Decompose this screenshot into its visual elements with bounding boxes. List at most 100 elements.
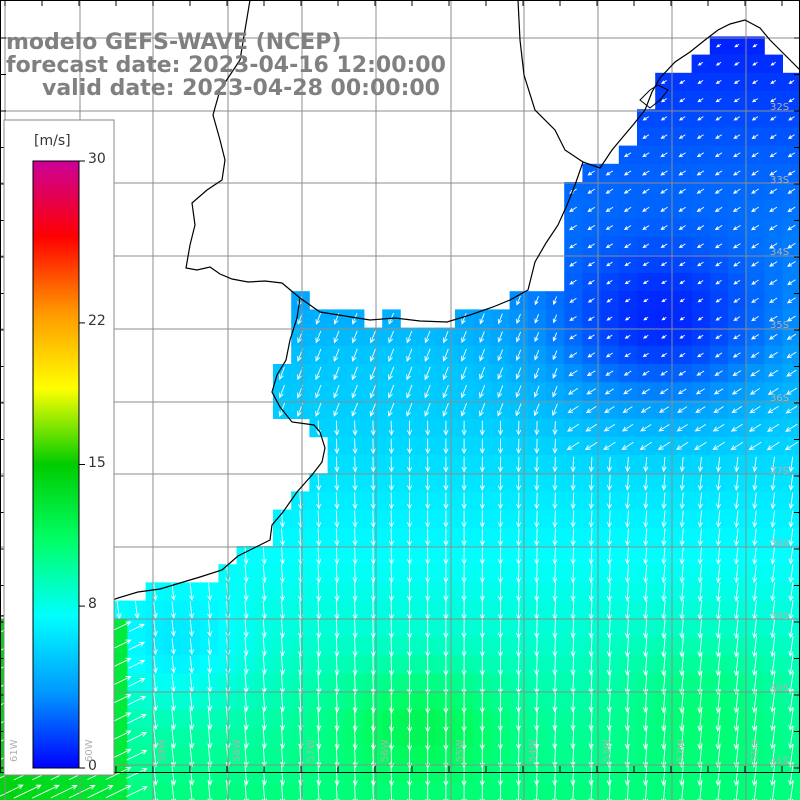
wind-arrow	[171, 726, 177, 749]
wind-arrow	[766, 441, 780, 451]
wind-arrow	[785, 405, 798, 414]
wind-arrow	[732, 206, 741, 212]
wind-arrow	[660, 116, 668, 121]
wind-arrow	[588, 546, 594, 565]
wind-arrow	[406, 348, 413, 362]
wind-arrow	[369, 348, 376, 362]
coastline	[0, 0, 800, 617]
wind-arrow	[588, 725, 594, 750]
wind-arrow	[316, 474, 322, 492]
wind-arrow	[605, 225, 614, 231]
wind-arrow	[733, 298, 741, 303]
wind-arrow	[587, 225, 596, 231]
wind-arrow	[788, 618, 794, 639]
wind-arrow	[388, 564, 395, 584]
wind-arrow	[606, 456, 613, 473]
wind-arrow	[207, 655, 213, 674]
wind-arrow	[696, 370, 705, 376]
wind-arrow	[443, 438, 449, 455]
latitude-label: 33S	[770, 175, 790, 186]
wind-arrow	[751, 689, 758, 714]
wind-arrow	[406, 528, 413, 547]
wind-arrow	[751, 261, 759, 267]
wind-arrow	[734, 456, 740, 473]
wind-arrow	[750, 352, 760, 358]
wind-arrow	[697, 564, 703, 584]
latitude-label: 34S	[770, 247, 790, 258]
wind-arrow	[606, 298, 613, 303]
wind-arrow	[461, 313, 467, 325]
wind-arrow	[570, 546, 576, 565]
wind-arrow	[642, 334, 649, 339]
wind-arrow	[152, 601, 158, 619]
wind-arrow	[425, 510, 431, 528]
wind-arrow	[695, 406, 706, 413]
wind-arrow	[126, 768, 148, 779]
wind-arrow	[460, 384, 468, 399]
wind-arrow	[126, 731, 148, 743]
wind-arrow	[679, 474, 685, 491]
wind-arrow	[570, 618, 576, 639]
wind-arrow	[533, 403, 540, 417]
wind-arrow	[443, 420, 449, 436]
wind-speed-cell	[782, 782, 800, 800]
wind-arrow	[352, 653, 358, 676]
wind-arrow	[715, 134, 723, 139]
wind-arrow	[207, 637, 213, 656]
wind-arrow	[316, 618, 322, 639]
wind-arrow	[788, 671, 794, 695]
wind-arrow	[623, 152, 632, 158]
wind-arrow	[443, 546, 449, 565]
wind-arrow	[788, 653, 794, 676]
wind-arrow	[460, 403, 468, 417]
wind-arrow	[640, 424, 652, 432]
wind-arrow	[334, 564, 340, 584]
wind-arrow	[570, 780, 576, 800]
wind-arrow	[770, 653, 776, 676]
wind-arrow	[568, 370, 578, 377]
wind-arrow	[661, 564, 667, 584]
wind-arrow	[207, 601, 213, 620]
wind-arrow	[770, 725, 776, 750]
latitude-label: 40S	[770, 683, 790, 694]
wind-arrow	[32, 784, 60, 799]
wind-arrow	[715, 761, 721, 787]
wind-arrow	[697, 510, 703, 528]
wind-arrow	[660, 152, 668, 158]
wind-arrow	[189, 691, 195, 712]
wind-arrow	[207, 582, 213, 602]
wind-arrow	[570, 689, 576, 713]
wind-arrow	[516, 420, 522, 436]
wind-arrow	[497, 420, 504, 436]
wind-arrow	[643, 546, 649, 565]
wind-arrow	[170, 691, 177, 712]
wind-arrow	[770, 707, 776, 732]
wind-arrow	[660, 98, 668, 103]
wind-arrow	[588, 510, 594, 528]
wind-arrow	[515, 528, 522, 547]
wind-arrow	[442, 384, 449, 399]
wind-arrow	[461, 420, 467, 436]
wind-arrow	[207, 690, 213, 712]
wind-arrow	[605, 352, 613, 358]
wind-arrow	[587, 352, 596, 358]
coastline-north-shore	[185, 0, 584, 323]
wind-arrow	[552, 296, 558, 306]
wind-arrow	[642, 261, 649, 267]
wind-arrow	[643, 456, 649, 473]
wind-arrow	[334, 510, 340, 528]
wind-arrow	[152, 726, 159, 749]
wind-arrow	[625, 474, 631, 491]
wind-arrow	[568, 352, 578, 358]
wind-arrow	[570, 654, 576, 676]
wind-arrow	[316, 654, 322, 676]
wind-arrow	[188, 655, 195, 674]
wind-arrow	[569, 224, 577, 231]
wind-arrow	[660, 261, 668, 267]
wind-arrow	[624, 618, 631, 639]
wind-arrow	[769, 780, 776, 800]
wind-arrow	[352, 546, 358, 565]
wind-arrow	[552, 456, 558, 473]
wind-arrow	[315, 330, 322, 344]
wind-arrow	[605, 188, 614, 194]
